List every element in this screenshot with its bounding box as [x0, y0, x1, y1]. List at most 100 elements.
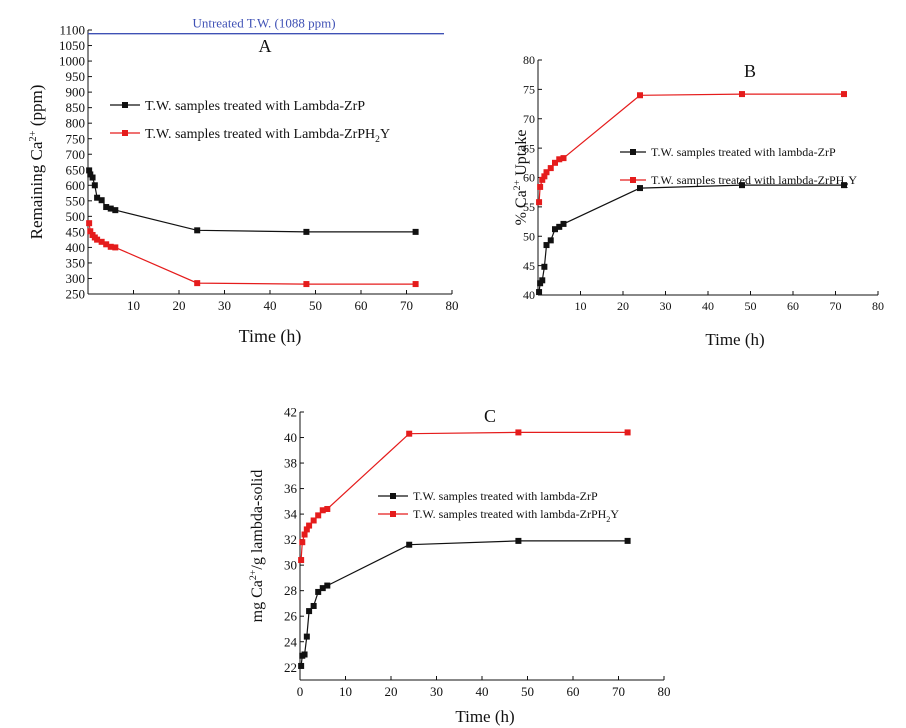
- y-tick-label: 32: [284, 532, 297, 547]
- data-point: [515, 537, 522, 544]
- y-tick-label: 40: [523, 288, 535, 302]
- data-point: [310, 517, 317, 524]
- x-tick-label: 40: [476, 684, 489, 699]
- data-point: [94, 236, 101, 243]
- data-point: [303, 228, 310, 235]
- data-point: [547, 237, 554, 244]
- data-point: [541, 263, 548, 270]
- y-tick-label: 30: [284, 558, 297, 573]
- y-tick-label: 24: [284, 634, 298, 649]
- y-tick-label: 950: [66, 69, 86, 84]
- data-point: [556, 156, 563, 163]
- legend-label: T.W. samples treated with lambda-ZrP: [651, 145, 836, 159]
- y-tick-label: 1100: [59, 23, 85, 38]
- legend-marker: [630, 149, 636, 155]
- panel-label: C: [484, 406, 496, 426]
- series-line: [88, 170, 416, 233]
- data-point: [319, 585, 326, 592]
- y-tick-label: 600: [66, 178, 86, 193]
- data-point: [406, 430, 413, 437]
- panel-label: B: [744, 61, 756, 81]
- y-tick-label: 26: [284, 609, 298, 624]
- legend-marker: [390, 493, 396, 499]
- data-point: [412, 281, 419, 288]
- data-point: [194, 227, 201, 234]
- data-point: [91, 182, 98, 189]
- legend-marker: [630, 177, 636, 183]
- data-point: [303, 281, 310, 288]
- data-point: [112, 244, 119, 251]
- x-tick-label: 40: [702, 299, 714, 313]
- legend-label: T.W. samples treated with Lambda-ZrPH2Y: [145, 127, 390, 145]
- y-tick-label: 40: [284, 430, 297, 445]
- y-tick-label: 36: [284, 481, 298, 496]
- data-point: [103, 204, 110, 211]
- y-tick-label: 300: [66, 271, 86, 286]
- data-point: [412, 228, 419, 235]
- y-tick-label: 800: [66, 116, 86, 131]
- x-tick-label: 50: [521, 684, 534, 699]
- data-point: [315, 588, 322, 595]
- reference-line-label: Untreated T.W. (1088 ppm): [192, 16, 335, 31]
- series-zrph2y: T.W. samples treated with lambda-ZrPH2Y: [298, 429, 631, 564]
- y-tick-label: 60: [523, 171, 535, 185]
- data-point: [299, 539, 306, 546]
- data-point: [306, 522, 313, 529]
- data-point: [298, 662, 305, 669]
- x-tick-label: 20: [173, 298, 186, 313]
- data-point: [303, 526, 310, 533]
- y-tick-label: 750: [66, 131, 86, 146]
- legend-marker: [390, 511, 396, 517]
- data-point: [552, 159, 558, 166]
- y-tick-label: 400: [66, 240, 86, 255]
- y-tick-label: 1050: [59, 38, 85, 53]
- y-tick-label: 550: [66, 193, 86, 208]
- data-point: [303, 633, 310, 640]
- y-tick-label: 850: [66, 100, 86, 115]
- data-point: [324, 582, 331, 589]
- y-tick-label: 350: [66, 255, 86, 270]
- y-tick-label: 80: [523, 53, 535, 67]
- legend-label: T.W. samples treated with lambda-ZrP: [413, 489, 598, 503]
- data-point: [107, 205, 114, 212]
- data-point: [306, 608, 313, 615]
- x-tick-label: 20: [617, 299, 629, 313]
- y-tick-label: 250: [66, 287, 86, 302]
- chart-panel-c: 22 24 26 28 30 32 34 36 38 40 42 0 10 20 30 40 50 60 70 80 T…: [248, 405, 671, 726]
- x-tick-label: 80: [872, 299, 884, 313]
- data-point: [739, 91, 745, 98]
- data-point: [541, 173, 548, 180]
- data-point: [556, 223, 563, 230]
- legend-label: T.W. samples treated with lambda-ZrPH2Y: [413, 507, 619, 524]
- y-tick-label: 28: [284, 583, 297, 598]
- x-axis-label: Time (h): [705, 330, 764, 349]
- series-zrph2y: T.W. samples treated with Lambda-ZrPH2Y: [86, 127, 419, 288]
- x-tick-label: 60: [355, 298, 368, 313]
- x-tick-label: 10: [575, 299, 587, 313]
- data-point: [310, 602, 317, 609]
- data-point: [301, 651, 308, 658]
- data-point: [87, 171, 94, 178]
- series-zrp: T.W. samples treated with lambda-ZrP: [298, 489, 631, 669]
- data-point: [560, 220, 567, 227]
- y-tick-label: 55: [523, 200, 535, 214]
- chart-panel-a: 2503003504004505005506006507007508008509…: [27, 16, 459, 347]
- x-axis-label: Time (h): [455, 707, 514, 726]
- y-tick-label: 1000: [59, 54, 85, 69]
- series-zrp: T.W. samples treated with Lambda-ZrP: [86, 99, 419, 235]
- data-point: [624, 429, 631, 436]
- data-point: [841, 182, 847, 189]
- x-tick-label: 30: [430, 684, 443, 699]
- data-point: [536, 199, 543, 206]
- y-tick-label: 650: [66, 162, 86, 177]
- data-point: [87, 228, 94, 235]
- data-point: [841, 91, 847, 98]
- data-point: [624, 537, 631, 544]
- data-point: [98, 197, 105, 204]
- data-point: [637, 92, 643, 99]
- series-zrph2y: T.W. samples treated with lambda-ZrPH2Y: [536, 91, 857, 206]
- data-point: [560, 155, 567, 162]
- legend-label: T.W. samples treated with lambda-ZrPH2Y: [651, 173, 857, 190]
- y-tick-label: 450: [66, 224, 86, 239]
